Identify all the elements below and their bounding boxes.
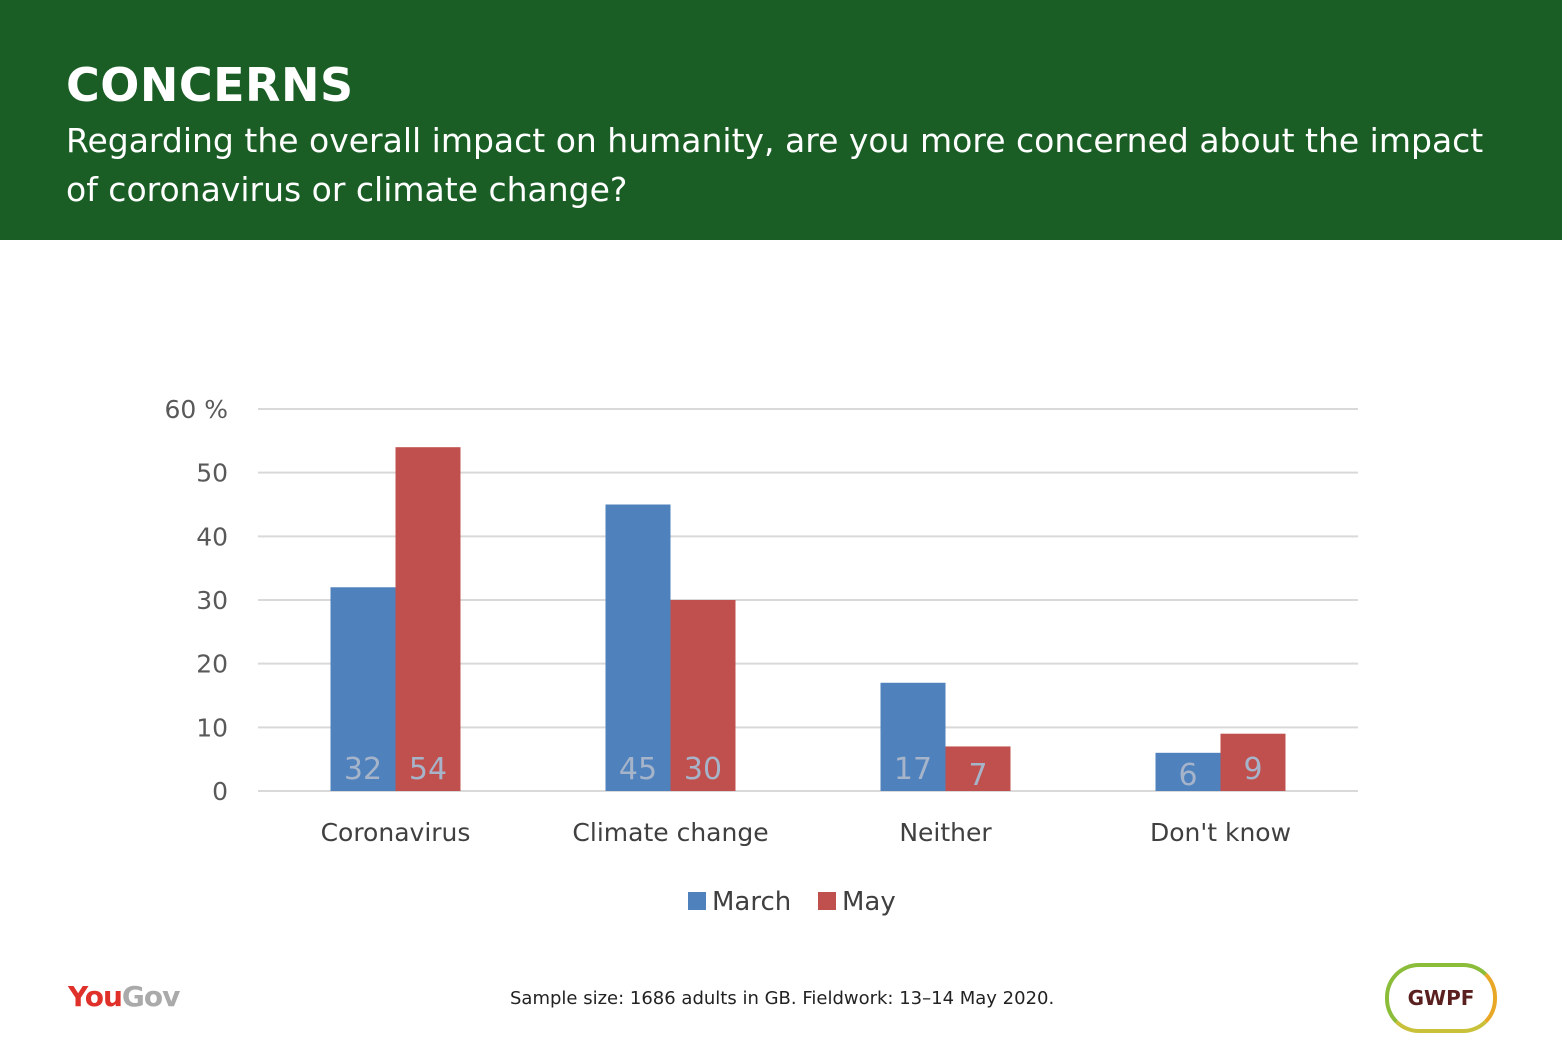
yougov-logo: YouGov — [68, 980, 180, 1013]
bar — [395, 447, 461, 791]
bar-chart: 0 10 20 30 40 50 60 % 32 54 Coronavirus 45 30 Climat… — [164, 395, 1358, 917]
bar — [945, 746, 1011, 791]
data-label: 54 — [409, 752, 447, 787]
legend-swatch — [688, 892, 706, 910]
data-label: 32 — [344, 752, 382, 787]
y-tick-label: 0 — [212, 777, 228, 806]
gwpf-logo: GWPF — [1385, 963, 1497, 1033]
y-tick-label: 60 % — [164, 395, 228, 424]
y-tick-label: 30 — [196, 586, 228, 615]
category-label: Coronavirus — [321, 818, 471, 847]
data-label: 9 — [1243, 752, 1262, 787]
data-label: 6 — [1178, 758, 1197, 793]
legend-label: March — [712, 887, 791, 917]
data-label: 17 — [894, 752, 932, 787]
y-tick-label: 10 — [196, 713, 228, 742]
page-title: CONCERNS — [66, 58, 354, 112]
data-label: 7 — [968, 758, 987, 793]
bar — [330, 587, 396, 791]
y-tick-label: 50 — [196, 459, 228, 488]
gwpf-logo-text: GWPF — [1407, 986, 1475, 1010]
legend-label: May — [842, 887, 896, 917]
page-subtitle: Regarding the overall impact on humanity… — [66, 121, 1484, 209]
category-label: Climate change — [572, 818, 768, 847]
y-tick-label: 40 — [196, 522, 228, 551]
bar — [605, 504, 671, 791]
bar — [1155, 752, 1221, 791]
sample-size-note: Sample size: 1686 adults in GB. Fieldwor… — [510, 988, 1055, 1009]
category-label: Neither — [899, 818, 992, 847]
legend-swatch — [818, 892, 836, 910]
bar — [670, 600, 736, 791]
data-label: 45 — [619, 752, 657, 787]
y-tick-label: 20 — [196, 650, 228, 679]
data-label: 30 — [684, 752, 722, 787]
header-banner: CONCERNS Regarding the overall impact on… — [0, 0, 1562, 240]
bar — [880, 682, 946, 791]
yougov-logo-you: You — [68, 980, 123, 1013]
yougov-logo-gov: Gov — [121, 980, 180, 1013]
gwpf-logo-ring — [1385, 963, 1497, 1033]
bar — [1220, 733, 1286, 791]
category-label: Don't know — [1150, 818, 1291, 847]
